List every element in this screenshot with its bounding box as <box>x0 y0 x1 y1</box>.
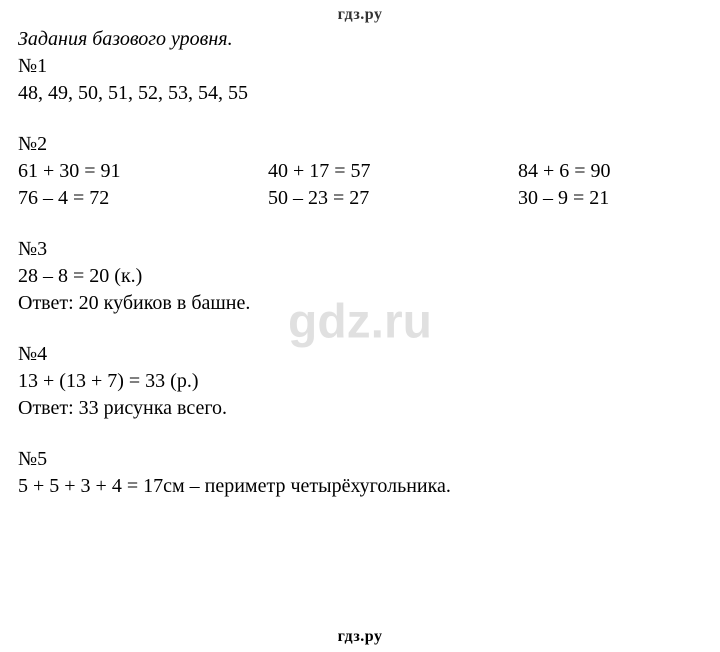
site-header: гдз.ру <box>0 0 720 24</box>
page: гдз.ру Задания базового уровня. №1 48, 4… <box>0 0 720 652</box>
task-4: №4 13 + (13 + 7) = 33 (р.) Ответ: 33 рис… <box>18 341 702 422</box>
task-2-label: №2 <box>18 131 702 158</box>
task-1-line-1: 48, 49, 50, 51, 52, 53, 54, 55 <box>18 80 702 107</box>
task-3-label: №3 <box>18 236 702 263</box>
task-4-line-1: 13 + (13 + 7) = 33 (р.) <box>18 368 702 395</box>
task-5-line-1: 5 + 5 + 3 + 4 = 17см – периметр четырёху… <box>18 473 702 500</box>
eq-r2c1: 76 – 4 = 72 <box>18 185 268 212</box>
eq-r1c3: 84 + 6 = 90 <box>518 158 702 185</box>
task-4-label: №4 <box>18 341 702 368</box>
eq-r2c2: 50 – 23 = 27 <box>268 185 518 212</box>
task-3: №3 28 – 8 = 20 (к.) Ответ: 20 кубиков в … <box>18 236 702 317</box>
eq-r1c1: 61 + 30 = 91 <box>18 158 268 185</box>
site-footer: гдз.ру <box>0 628 720 646</box>
header-text: гдз.ру <box>338 6 383 23</box>
task-2: №2 61 + 30 = 91 40 + 17 = 57 84 + 6 = 90… <box>18 131 702 212</box>
task-4-line-2: Ответ: 33 рисунка всего. <box>18 395 702 422</box>
task-1-label: №1 <box>18 53 702 80</box>
task-2-grid: 61 + 30 = 91 40 + 17 = 57 84 + 6 = 90 76… <box>18 158 702 212</box>
eq-r2c3: 30 – 9 = 21 <box>518 185 702 212</box>
task-3-line-2: Ответ: 20 кубиков в башне. <box>18 290 702 317</box>
footer-text: гдз.ру <box>338 628 383 645</box>
task-5-label: №5 <box>18 446 702 473</box>
eq-r1c2: 40 + 17 = 57 <box>268 158 518 185</box>
task-3-line-1: 28 – 8 = 20 (к.) <box>18 263 702 290</box>
task-5: №5 5 + 5 + 3 + 4 = 17см – периметр четыр… <box>18 446 702 500</box>
content-area: Задания базового уровня. №1 48, 49, 50, … <box>0 24 720 500</box>
task-1: №1 48, 49, 50, 51, 52, 53, 54, 55 <box>18 53 702 107</box>
subtitle: Задания базового уровня. <box>18 28 702 51</box>
